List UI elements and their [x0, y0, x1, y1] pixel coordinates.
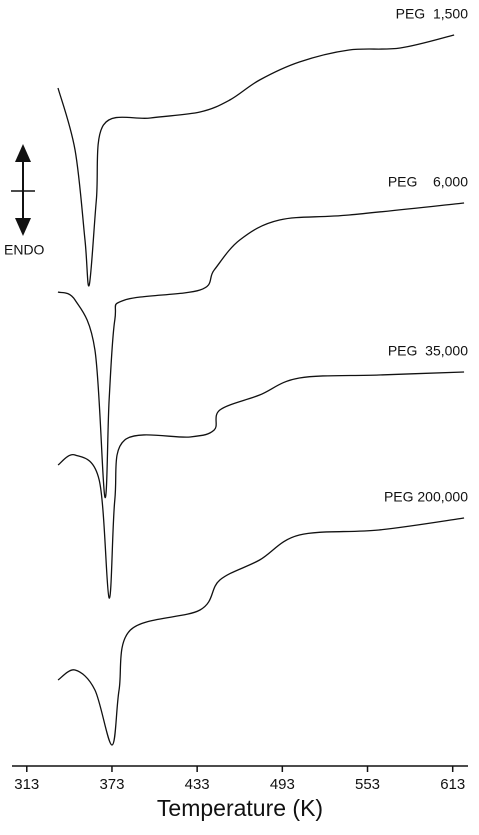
thermogram-curve [57, 34, 455, 287]
x-axis-label: Temperature (K) [157, 795, 323, 821]
x-tick-label: 613 [440, 776, 465, 793]
series-label: PEG 6,000 [388, 174, 468, 190]
x-tick-label: 553 [355, 776, 380, 793]
series-label: PEG 35,000 [388, 343, 468, 359]
x-tick-label: 313 [14, 776, 39, 793]
x-tick-label: 493 [270, 776, 295, 793]
x-tick-label: 433 [185, 776, 210, 793]
series-label: PEG 1,500 [396, 6, 469, 22]
thermogram-curve [57, 202, 465, 498]
endo-label: ENDO [4, 242, 45, 258]
x-tick-label: 373 [99, 776, 124, 793]
series-label: PEG 200,000 [384, 489, 468, 505]
endo-arrow [11, 144, 35, 236]
thermogram-curve [57, 517, 465, 746]
thermogram-curve [57, 371, 465, 599]
